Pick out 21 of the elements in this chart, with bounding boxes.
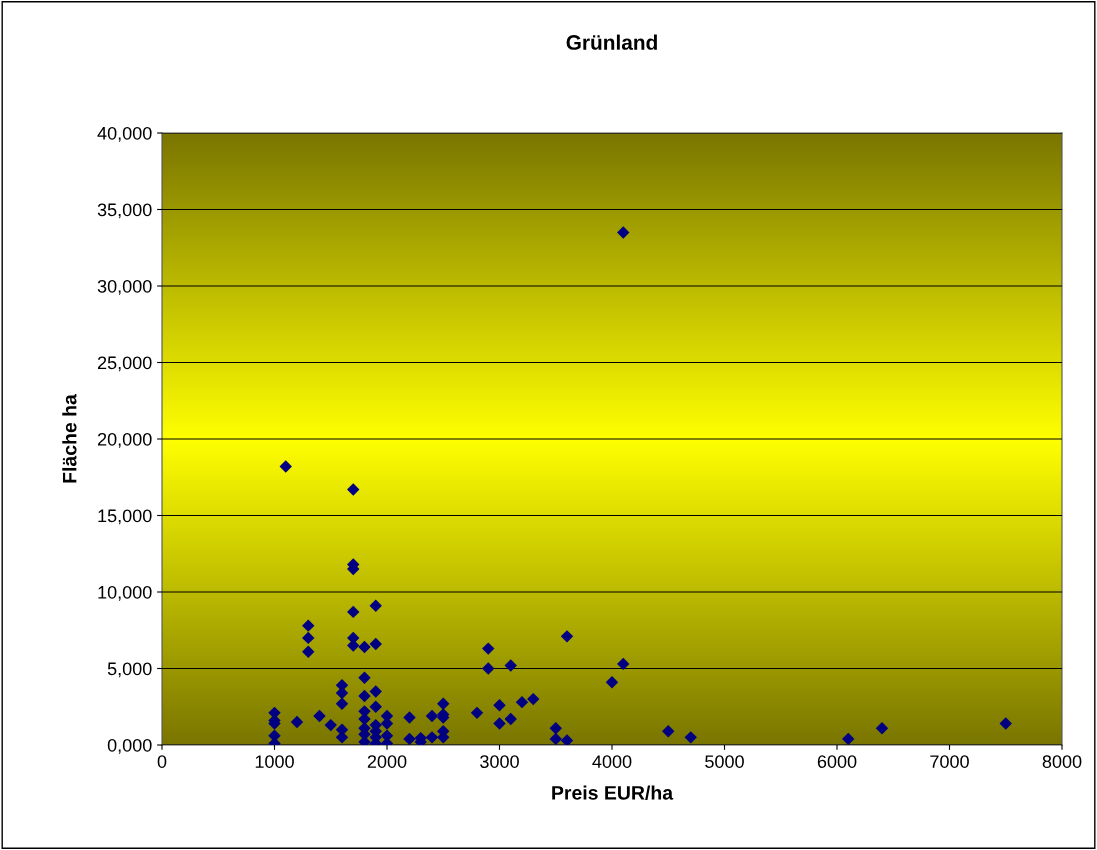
x-tick-label: 8000: [1042, 755, 1082, 768]
x-tick-label: 5000: [705, 755, 744, 768]
x-tick-label: 2000: [367, 755, 407, 768]
x-tick-label: 1000: [255, 755, 294, 768]
x-tick-label: 0: [157, 755, 167, 768]
x-tick-label: 3000: [480, 755, 519, 768]
x-axis-title: Preis EUR/ha: [552, 785, 674, 800]
y-tick-label: 30,000: [97, 279, 152, 295]
y-tick-label: 35,000: [97, 203, 152, 219]
y-tick-label: 40,000: [97, 126, 152, 142]
y-tick-label: 25,000: [97, 356, 152, 372]
y-axis-title: Fläche ha: [62, 394, 77, 483]
y-tick-label: 5,000: [107, 662, 152, 678]
x-tick-label: 7000: [930, 755, 969, 768]
chart-title: Grünland: [566, 34, 657, 50]
y-tick-label: 0,000: [107, 738, 152, 754]
y-tick-label: 15,000: [98, 509, 152, 525]
y-tick-label: 20,000: [97, 432, 152, 448]
x-tick-label: 6000: [817, 755, 857, 768]
y-tick-label: 10,000: [98, 585, 152, 601]
x-tick-label: 4000: [592, 755, 632, 768]
